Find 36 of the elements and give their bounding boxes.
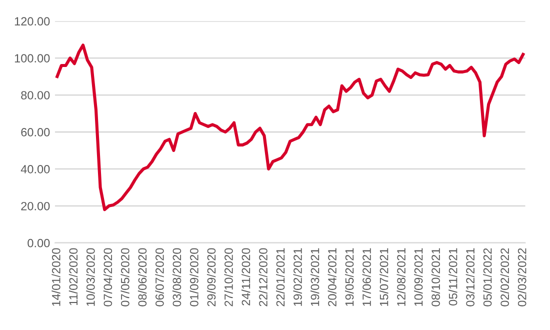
y-tick-label: 120.00 <box>14 17 50 26</box>
x-tick-label: 08/10/2021 <box>431 248 440 306</box>
x-tick-label: 01/09/2020 <box>190 248 198 306</box>
y-tick-label: 60.00 <box>21 128 50 136</box>
x-tick-label: 24/11/2020 <box>241 248 250 306</box>
x-tick-label: 05/01/2022 <box>483 248 492 306</box>
x-tick-label: 14/01/2020 <box>52 248 60 306</box>
x-tick-label: 02/02/2022 <box>500 248 510 306</box>
x-tick-label: 20/04/2021 <box>328 248 336 306</box>
x-tick-label: 15/07/2021 <box>380 248 388 306</box>
x-tick-label: 19/03/2021 <box>310 248 320 306</box>
y-tick-label: 100.00 <box>14 54 50 62</box>
x-tick-label: 29/09/2020 <box>206 248 216 306</box>
y-tick-label: 40.00 <box>20 164 50 174</box>
x-tick-label: 11/02/2020 <box>68 248 78 306</box>
y-tick-label: 0.00 <box>28 238 50 248</box>
x-tick-label: 03/12/2021 <box>466 248 474 306</box>
x-tick-label: 05/11/2021 <box>448 248 458 306</box>
y-tick-label: 80.00 <box>21 91 50 100</box>
x-tick-label: 07/05/2020 <box>120 248 130 306</box>
line-series <box>56 44 525 212</box>
x-tick-label: 07/04/2020 <box>103 248 112 306</box>
x-tick-label: 02/03/2022 <box>518 248 526 306</box>
x-tick-label: 10/03/2020 <box>86 248 95 306</box>
x-tick-label: 27/10/2020 <box>224 248 233 306</box>
x-tick-label: 19/02/2021 <box>293 248 302 306</box>
x-tick-label: 06/07/2020 <box>155 248 164 306</box>
x-tick-label: 17/06/2021 <box>362 248 371 306</box>
x-tick-label: 19/05/2021 <box>345 248 354 306</box>
y-tick-label: 20.00 <box>21 202 50 210</box>
x-tick-label: 12/08/2021 <box>396 248 406 306</box>
x-tick-label: 22/01/2021 <box>276 248 285 306</box>
x-tick-label: 22/12/2020 <box>258 248 268 306</box>
x-tick-label: 03/08/2020 <box>172 248 182 306</box>
x-tick-label: 08/06/2020 <box>138 248 147 306</box>
x-tick-label: 10/09/2021 <box>414 248 423 306</box>
